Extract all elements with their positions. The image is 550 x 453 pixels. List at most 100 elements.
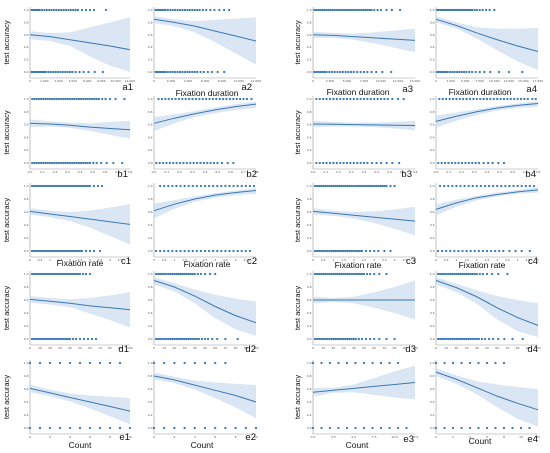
data-point (354, 8, 357, 12)
data-point (188, 8, 192, 12)
x-tick-label: 0.5 (374, 170, 379, 174)
data-point (329, 8, 332, 12)
data-point (359, 161, 362, 165)
panel-label: b3 (401, 169, 412, 180)
x-tick-label: 80 (516, 346, 520, 350)
data-point (224, 426, 227, 430)
data-point (370, 161, 374, 165)
data-point (191, 70, 194, 74)
data-point (330, 337, 333, 341)
data-point (42, 184, 46, 188)
data-point (364, 249, 368, 253)
data-point (232, 161, 235, 165)
data-point (36, 337, 40, 341)
confidence-band (436, 16, 538, 71)
x-tick-label: 0 (29, 346, 31, 350)
x-tick-label: 0.7 (400, 170, 405, 174)
data-point (516, 97, 519, 101)
data-point (38, 249, 42, 253)
data-point (240, 184, 243, 188)
x-tick-label: 0.0 (28, 170, 33, 174)
data-point (64, 161, 67, 165)
panel-a4: 0.0 0.2 0.4 0.6 0.8 1.0 0 2,500 5,000 7,500 10,000… (430, 7, 543, 97)
data-point (84, 272, 88, 276)
data-point (348, 337, 351, 341)
panel-label: c2 (247, 256, 257, 267)
y-tick-label: 0.6 (307, 33, 312, 37)
x-tick-label: 90 (244, 346, 248, 350)
data-point (199, 184, 203, 188)
data-point (453, 272, 456, 276)
data-point (448, 97, 451, 101)
data-point (36, 8, 40, 12)
data-point (60, 337, 64, 341)
data-point (59, 161, 63, 165)
data-point (375, 184, 378, 188)
data-point (80, 249, 84, 253)
data-point (38, 361, 42, 365)
data-point (35, 161, 38, 165)
data-point (338, 249, 341, 253)
data-point (481, 249, 485, 253)
data-point (74, 249, 78, 253)
data-point (377, 184, 380, 188)
data-point (342, 337, 345, 341)
data-point (326, 184, 329, 188)
data-point (210, 337, 214, 341)
data-point (80, 184, 84, 188)
data-point (336, 184, 339, 188)
y-tick-label: 0.0 (430, 249, 435, 253)
y-tick-label: 0.4 (148, 135, 153, 139)
data-point (478, 272, 482, 276)
y-tick-label: 0.2 (430, 413, 435, 417)
data-point (62, 184, 66, 188)
data-point (325, 8, 328, 12)
y-tick-label: 0.8 (307, 285, 312, 289)
data-point (43, 70, 46, 74)
y-tick-label: 0.2 (24, 413, 29, 417)
data-point (28, 426, 32, 430)
data-point (68, 249, 72, 253)
y-tick-label: 0.2 (307, 324, 312, 328)
data-point (468, 70, 471, 74)
data-point (100, 184, 104, 188)
data-point (71, 97, 74, 101)
x-tick-label: 0.3 (65, 170, 70, 174)
regression-line (435, 189, 539, 210)
x-tick-label: 30 (58, 346, 62, 350)
data-point (383, 249, 386, 253)
x-axis-label: Count (191, 440, 214, 450)
data-point (224, 249, 227, 253)
data-point (78, 249, 82, 253)
data-point (328, 272, 331, 276)
data-point (322, 337, 325, 341)
data-point (343, 8, 347, 12)
x-tick-label: 2 (476, 258, 478, 262)
data-point (463, 337, 466, 341)
y-tick-label: 0.0 (24, 70, 29, 74)
data-point (191, 249, 194, 253)
y-tick-label: 0.4 (148, 311, 153, 315)
data-point (195, 161, 199, 165)
data-point (379, 426, 383, 430)
data-point (168, 161, 172, 165)
data-point (462, 70, 466, 74)
data-point (183, 361, 186, 365)
y-tick-label: 1.0 (430, 272, 435, 276)
x-tick-label: 1.5 (341, 258, 346, 262)
data-point (34, 272, 38, 276)
confidence-band (313, 28, 415, 53)
data-point (457, 272, 460, 276)
data-point (362, 97, 366, 101)
data-point (507, 70, 511, 74)
panel-e1: 0.0 0.2 0.4 0.6 0.8 1.0 0 2 4 6 8 10 test accuracy Co… (2, 360, 132, 450)
data-point (213, 8, 216, 12)
data-point (208, 272, 212, 276)
x-tick-label: 2.5 (331, 435, 336, 439)
data-point (174, 97, 177, 101)
y-tick-label: 0.4 (24, 400, 29, 404)
data-point (183, 337, 186, 341)
data-point (494, 426, 497, 430)
y-tick-label: 0.8 (430, 374, 435, 378)
data-point (459, 184, 462, 188)
